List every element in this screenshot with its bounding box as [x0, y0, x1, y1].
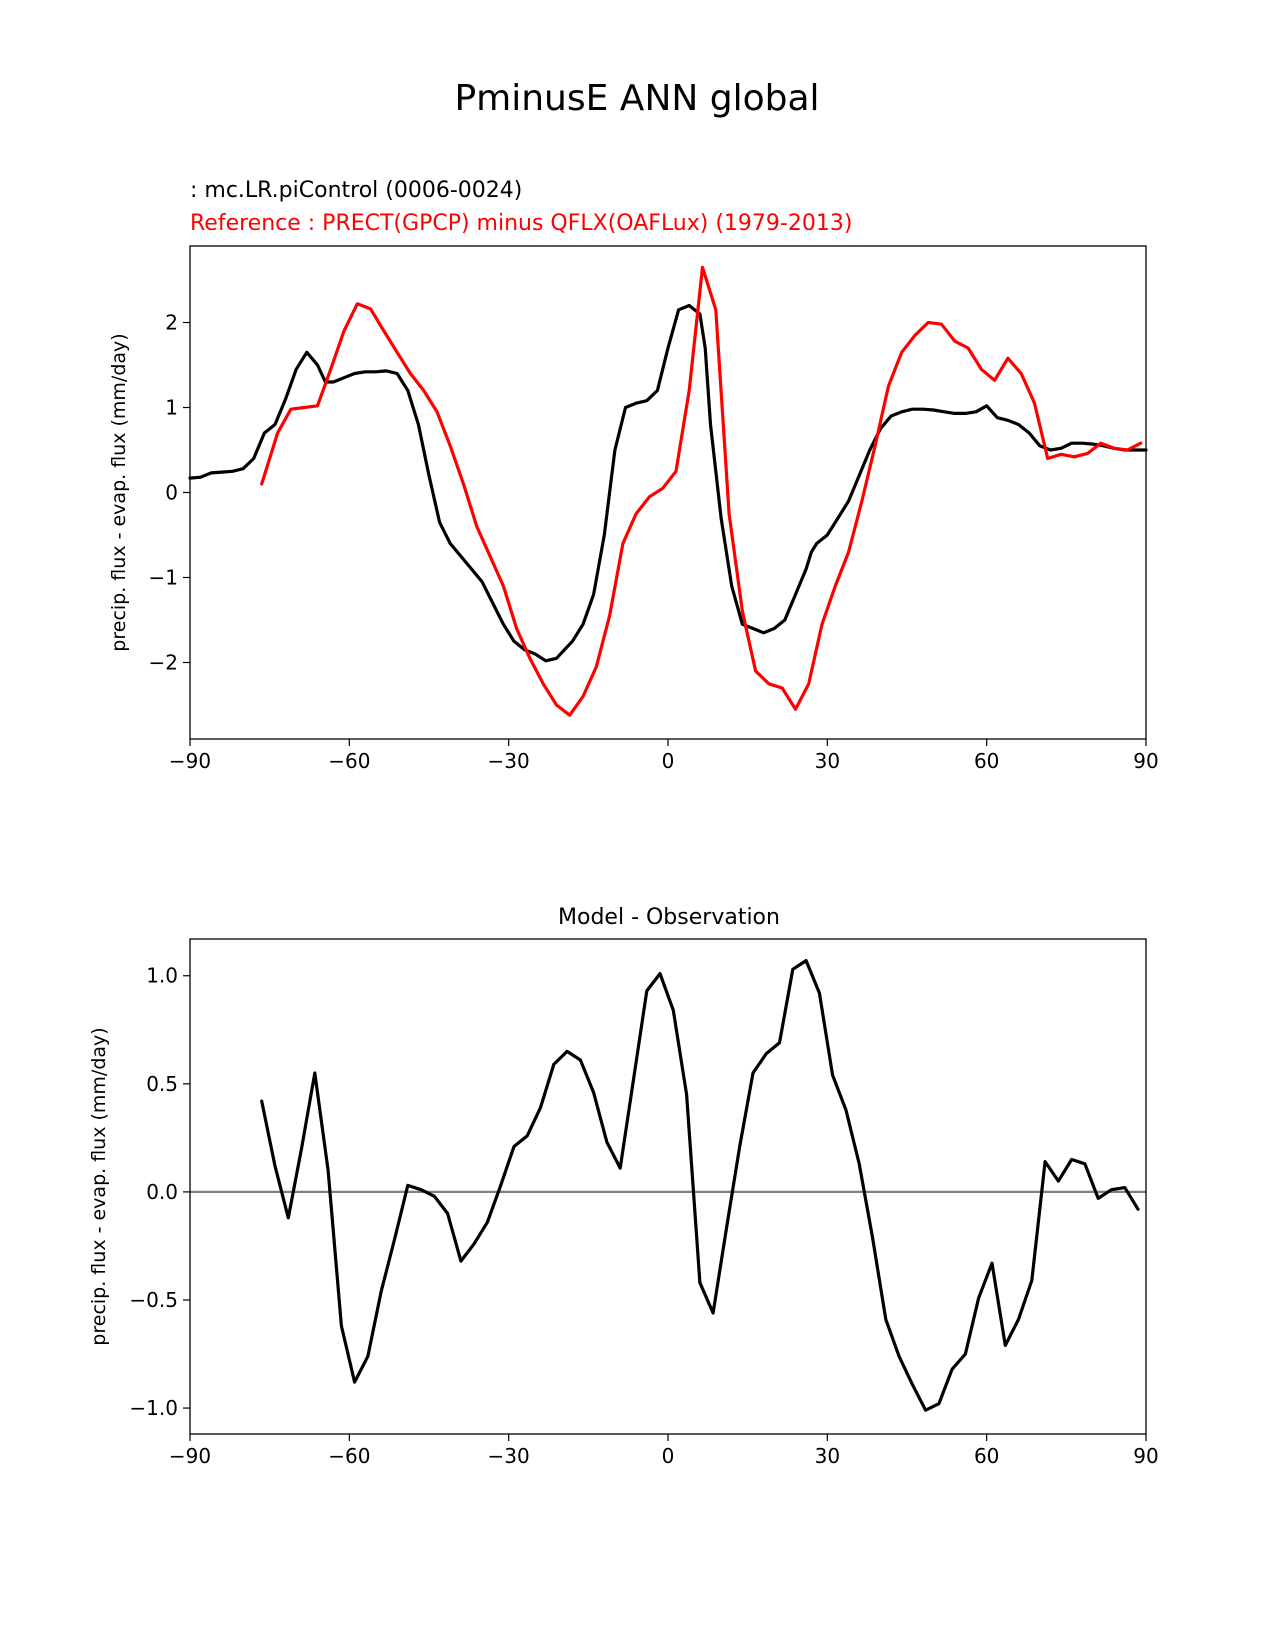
difference-title: Model - Observation — [558, 905, 780, 930]
x-tick-label: −90 — [169, 1444, 211, 1468]
y-tick-label: −0.5 — [129, 1288, 178, 1312]
series-line-difference — [260, 958, 1140, 1412]
y-tick-label: −1.0 — [129, 1396, 178, 1420]
x-tick-label: 30 — [815, 749, 840, 773]
x-tick-label: 90 — [1133, 749, 1158, 773]
x-axis-ticks: −90 −60 −30 0 30 60 90 — [169, 739, 1159, 773]
plot-frame — [189, 245, 1147, 740]
x-tick-label: −90 — [169, 749, 211, 773]
x-tick-label: 0 — [662, 749, 675, 773]
series-layer — [190, 958, 1146, 1412]
y-axis-ticks: −2 −1 0 1 2 — [149, 311, 190, 675]
plot-frame — [189, 938, 1147, 1435]
y-tick-label: 2 — [165, 311, 178, 335]
x-tick-label: 60 — [974, 749, 999, 773]
comparison-panel: : mc.LR.piControl (0006-0024) Reference … — [108, 178, 1159, 773]
x-tick-label: 0 — [662, 1444, 675, 1468]
y-tick-label: −2 — [149, 651, 178, 675]
x-tick-label: −30 — [488, 1444, 530, 1468]
y-tick-label: 1.0 — [146, 964, 178, 988]
x-tick-label: 30 — [815, 1444, 840, 1468]
x-tick-label: −60 — [328, 1444, 370, 1468]
y-tick-label: 0 — [165, 481, 178, 505]
y-tick-label: 0.0 — [146, 1180, 178, 1204]
y-axis-ticks: −1.0 −0.5 0.0 0.5 1.0 — [129, 964, 190, 1420]
y-tick-label: 1 — [165, 396, 178, 420]
y-tick-label: 0.5 — [146, 1072, 178, 1096]
x-axis-ticks: −90 −60 −30 0 30 60 90 — [169, 1434, 1159, 1468]
series-layer — [188, 265, 1148, 717]
y-axis-label: precip. flux - evap. flux (mm/day) — [88, 1027, 110, 1345]
test-case-label: : mc.LR.piControl (0006-0024) — [190, 178, 522, 203]
y-axis-label: precip. flux - evap. flux (mm/day) — [108, 333, 130, 651]
x-tick-label: 60 — [974, 1444, 999, 1468]
y-tick-label: −1 — [149, 566, 178, 590]
series-line-test — [188, 303, 1148, 663]
figure-title: PminusE ANN global — [454, 78, 819, 119]
difference-panel: Model - Observation −90 −60 −30 0 30 60 90 −1.… — [88, 905, 1159, 1468]
series-line-reference — [260, 265, 1143, 717]
x-tick-label: −30 — [488, 749, 530, 773]
x-tick-label: 90 — [1133, 1444, 1158, 1468]
reference-label: Reference : PRECT(GPCP) minus QFLX(OAFLu… — [190, 211, 852, 236]
x-tick-label: −60 — [328, 749, 370, 773]
